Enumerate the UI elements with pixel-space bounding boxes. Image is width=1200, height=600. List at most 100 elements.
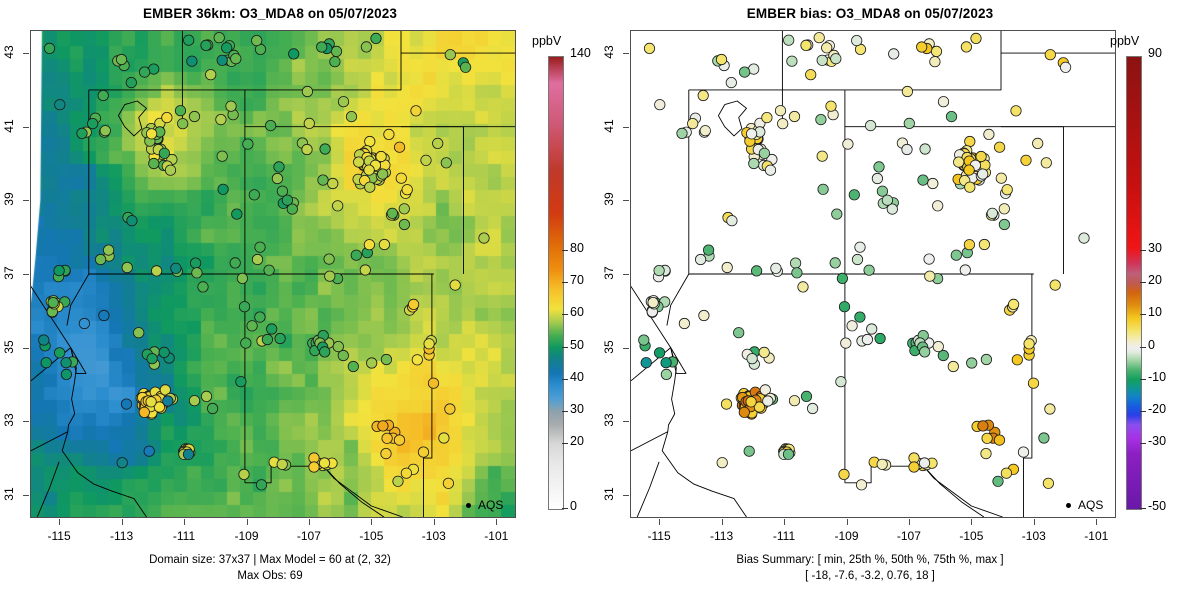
aqs-monitor-point[interactable] [975,150,987,163]
aqs-monitor-point[interactable] [366,357,378,369]
aqs-monitor-point[interactable] [440,157,452,169]
aqs-monitor-point[interactable] [788,110,801,123]
aqs-monitor-point[interactable] [301,85,313,98]
aqs-monitor-point[interactable] [726,215,738,227]
aqs-monitor-point[interactable] [221,42,233,54]
aqs-monitor-point[interactable] [76,127,88,140]
aqs-monitor-point[interactable] [653,265,665,277]
aqs-monitor-point[interactable] [966,357,978,369]
aqs-monitor-point[interactable] [1049,279,1061,291]
aqs-monitor-point[interactable] [825,100,837,112]
aqs-monitor-point[interactable] [60,357,72,369]
aqs-monitor-point[interactable] [881,194,893,206]
aqs-monitor-point[interactable] [1044,403,1056,415]
aqs-monitor-point[interactable] [158,147,170,159]
aqs-monitor-point[interactable] [964,181,976,193]
aqs-monitor-point[interactable] [407,298,420,310]
aqs-monitor-point[interactable] [1017,446,1030,458]
aqs-monitor-point[interactable] [1044,49,1056,61]
aqs-monitor-point[interactable] [1042,477,1054,489]
aqs-monitor-point[interactable] [254,311,266,323]
aqs-monitor-point[interactable] [813,32,825,44]
aqs-monitor-point[interactable] [816,54,828,66]
aqs-monitor-point[interactable] [360,41,372,53]
aqs-monitor-point[interactable] [449,279,461,291]
aqs-monitor-point[interactable] [323,253,335,265]
aqs-monitor-point[interactable] [170,262,182,274]
aqs-monitor-point[interactable] [638,334,650,346]
aqs-monitor-point[interactable] [411,354,423,366]
aqs-monitor-point[interactable] [177,118,189,130]
aqs-monitor-point[interactable] [393,434,406,446]
aqs-monitor-point[interactable] [715,53,728,66]
aqs-monitor-point[interactable] [753,401,765,413]
aqs-monitor-point[interactable] [758,346,770,358]
aqs-monitor-point[interactable] [53,265,65,277]
aqs-monitor-point[interactable] [87,118,99,130]
aqs-monitor-point[interactable] [1078,232,1090,244]
aqs-monitor-point[interactable] [337,96,350,108]
aqs-monitor-point[interactable] [242,138,254,150]
aqs-monitor-point[interactable] [401,184,413,196]
aqs-monitor-point[interactable] [363,164,375,176]
aqs-monitor-point[interactable] [164,164,177,176]
aqs-monitor-point[interactable] [764,164,777,176]
aqs-monitor-point[interactable] [345,111,358,123]
aqs-monitor-point[interactable] [329,56,341,68]
aqs-monitor-point[interactable] [947,360,959,373]
aqs-monitor-point[interactable] [380,353,392,366]
aqs-monitor-point[interactable] [324,270,336,282]
aqs-monitor-point[interactable] [98,309,110,322]
aqs-monitor-point[interactable] [364,181,376,193]
aqs-monitor-point[interactable] [38,334,50,346]
aqs-monitor-point[interactable] [783,34,795,46]
aqs-monitor-point[interactable] [930,45,943,57]
aqs-monitor-point[interactable] [359,264,371,276]
aqs-monitor-point[interactable] [183,34,195,46]
aqs-monitor-point[interactable] [146,353,158,365]
aqs-monitor-point[interactable] [829,257,841,269]
aqs-monitor-point[interactable] [265,120,277,132]
aqs-monitor-point[interactable] [759,384,771,396]
aqs-monitor-point[interactable] [963,164,975,176]
aqs-monitor-point[interactable] [308,461,320,473]
aqs-monitor-point[interactable] [676,127,688,140]
aqs-monitor-point[interactable] [188,110,201,123]
aqs-monitor-point[interactable] [205,69,217,81]
aqs-monitor-point[interactable] [993,434,1006,446]
aqs-monitor-point[interactable] [838,468,850,480]
aqs-monitor-point[interactable] [255,479,268,491]
aqs-monitor-point[interactable] [217,183,229,195]
aqs-monitor-point[interactable] [774,105,787,117]
aqs-monitor-point[interactable] [276,458,288,470]
aqs-monitor-point[interactable] [54,99,66,111]
aqs-monitor-point[interactable] [654,347,666,359]
aqs-monitor-point[interactable] [854,241,866,253]
aqs-monitor-point[interactable] [427,377,440,389]
aqs-monitor-point[interactable] [116,457,128,469]
aqs-monitor-point[interactable] [788,395,801,407]
aqs-monitor-point[interactable] [678,317,691,330]
aqs-monitor-point[interactable] [695,253,707,266]
aqs-monitor-point[interactable] [918,457,931,469]
aqs-monitor-point[interactable] [855,479,868,491]
aqs-monitor-point[interactable] [932,200,944,212]
aqs-monitor-point[interactable] [950,249,962,261]
aqs-monitor-point[interactable] [643,42,656,54]
aqs-monitor-point[interactable] [478,232,490,244]
aqs-monitor-point[interactable] [251,35,263,47]
aqs-monitor-point[interactable] [1020,154,1032,166]
aqs-monitor-point[interactable] [871,172,883,185]
aqs-monitor-point[interactable] [720,398,733,410]
aqs-monitor-point[interactable] [937,349,949,362]
aqs-monitor-point[interactable] [375,150,387,163]
aqs-monitor-point[interactable] [865,120,877,132]
aqs-monitor-point[interactable] [347,360,359,373]
aqs-monitor-point[interactable] [998,218,1010,231]
aqs-monitor-point[interactable] [398,203,410,215]
aqs-monitor-point[interactable] [924,270,936,282]
aqs-monitor-point[interactable] [151,265,163,277]
aqs-monitor-point[interactable] [640,357,652,369]
aqs-monitor-point[interactable] [438,432,450,444]
aqs-monitor-point[interactable] [381,432,393,444]
